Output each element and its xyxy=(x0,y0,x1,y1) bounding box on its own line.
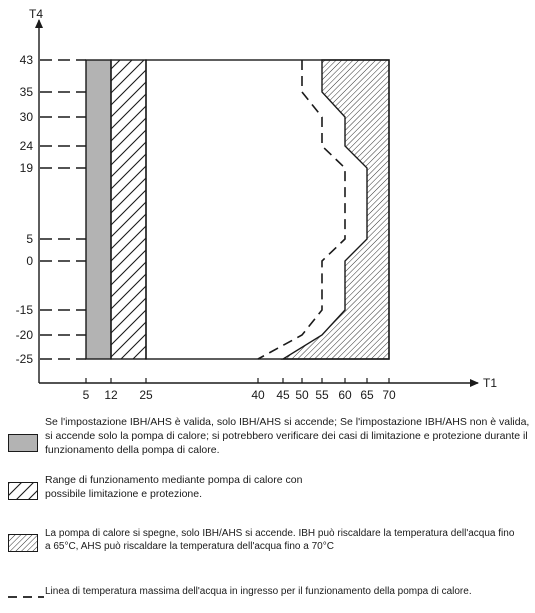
legend-text-heat-pump-range: Range di funzionamento mediante pompa di… xyxy=(45,474,303,500)
y-axis-label: T4 xyxy=(29,7,43,21)
regions xyxy=(85,59,390,360)
y-tick-label: 0 xyxy=(26,254,33,268)
diagonal-hatch-icon xyxy=(8,482,38,500)
y-tick-label: 24 xyxy=(20,139,34,153)
y-tick-label: 35 xyxy=(20,85,34,99)
x-tick-label: 70 xyxy=(382,388,396,400)
dense-hatch-icon xyxy=(8,534,38,552)
x-tick-label: 45 xyxy=(276,388,290,400)
x-axis-label: T1 xyxy=(483,376,497,390)
x-tick-label: 40 xyxy=(251,388,265,400)
x-tick-label: 55 xyxy=(315,388,329,400)
axes: T4 T1 xyxy=(29,7,497,390)
y-tick-label: -15 xyxy=(16,303,34,317)
x-tick-label: 65 xyxy=(360,388,374,400)
max-inlet-water-line xyxy=(257,60,346,360)
legend-text-ibh-ahs: Se l'impostazione IBH/AHS è valida, solo… xyxy=(45,416,530,456)
gray-box-icon xyxy=(8,434,38,452)
legend-text-heat-pump-off: La pompa di calore si spegne, solo IBH/A… xyxy=(45,528,515,552)
y-tick-label: 5 xyxy=(26,232,33,246)
heat-pump-hatch-region xyxy=(110,59,147,360)
x-tick-labels: 5 12 25 40 45 50 55 60 65 70 xyxy=(83,378,396,400)
ibh-ahs-gray-region xyxy=(85,59,112,360)
x-tick-label: 25 xyxy=(139,388,153,400)
y-tick-label: 30 xyxy=(20,110,34,124)
y-tick-label: 43 xyxy=(20,53,34,67)
y-tick-label: 19 xyxy=(20,161,34,175)
heat-pump-off-region xyxy=(280,59,390,360)
y-tick-label: -25 xyxy=(16,352,34,366)
x-tick-label: 60 xyxy=(338,388,352,400)
y-tick-labels: 43 35 30 24 19 5 0 -15 -20 -25 xyxy=(16,53,34,366)
y-guides xyxy=(40,59,86,360)
y-tick-label: -20 xyxy=(16,328,34,342)
x-tick-label: 12 xyxy=(104,388,118,400)
legend-text-max-line: Linea di temperatura massima dell'acqua … xyxy=(45,586,472,597)
dashed-line-icon xyxy=(8,596,44,598)
x-tick-label: 50 xyxy=(295,388,309,400)
x-tick-label: 5 xyxy=(83,388,90,400)
